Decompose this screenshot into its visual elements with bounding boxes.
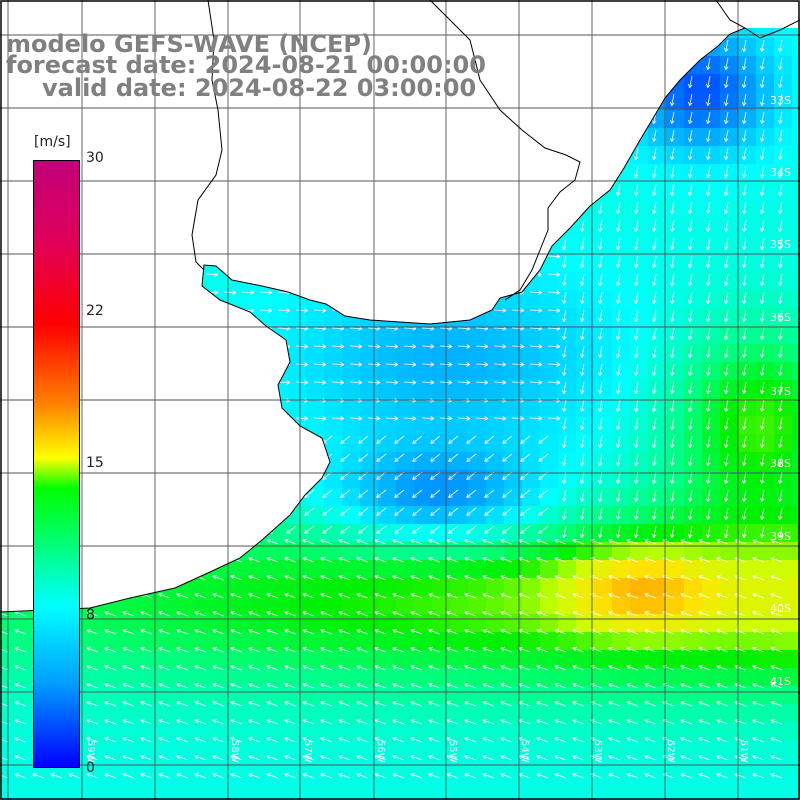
colorbar-tick: 22 xyxy=(86,303,104,319)
valid-date: valid date: 2024-08-22 03:00:00 xyxy=(42,74,477,102)
lat-label: 36S xyxy=(770,311,791,324)
lat-label: 35S xyxy=(770,238,791,251)
colorbar xyxy=(33,160,80,768)
lat-label: 38S xyxy=(770,457,791,470)
lat-label: 37S xyxy=(770,385,791,398)
colorbar-tick: 15 xyxy=(86,455,104,471)
lat-label: 40S xyxy=(770,602,791,615)
lat-label: 39S xyxy=(770,530,791,543)
lon-label: 52W xyxy=(665,740,676,763)
lon-label: 57W xyxy=(302,740,313,763)
lat-label: 33S xyxy=(770,94,791,107)
lon-label: 56W xyxy=(375,740,386,763)
model-title: modelo GEFS-WAVE (NCEP) xyxy=(6,30,372,58)
lat-label: 41S xyxy=(770,675,791,688)
colorbar-tick: 0 xyxy=(86,760,95,776)
lon-label: 55W xyxy=(447,740,458,763)
lon-label: 53W xyxy=(592,740,603,763)
colorbar-unit: [m/s] xyxy=(34,134,71,150)
forecast-date: forecast date: 2024-08-21 00:00:00 xyxy=(6,51,486,79)
lon-label: 54W xyxy=(519,740,530,763)
colorbar-tick: 30 xyxy=(86,150,104,166)
colorbar-tick: 8 xyxy=(86,607,95,623)
coastline xyxy=(0,0,800,613)
lon-label: 59W xyxy=(85,740,96,763)
lon-label: 51W xyxy=(738,740,749,763)
wind-speed-cells xyxy=(0,28,800,800)
lat-label: 34S xyxy=(770,166,791,179)
lon-label: 58W xyxy=(229,740,240,763)
